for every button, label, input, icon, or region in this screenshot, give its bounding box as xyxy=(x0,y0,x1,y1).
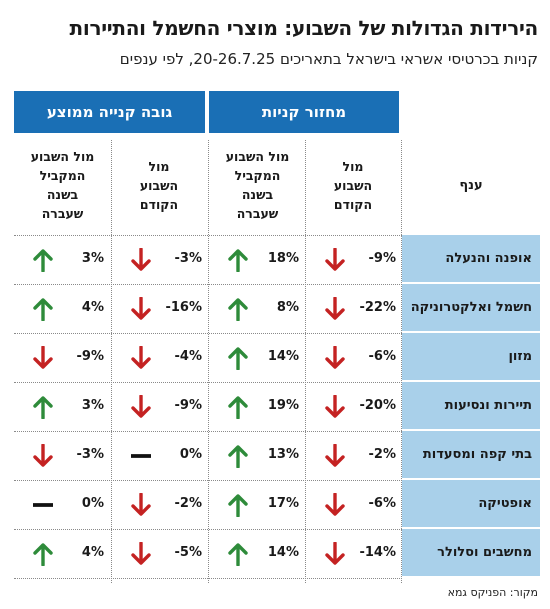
chart-subtitle: קניות בכרטיסי אשראי בישראל בתאריכים 20-2… xyxy=(119,50,538,68)
change-value: -9% xyxy=(174,397,202,413)
no-change-dash-icon xyxy=(130,444,152,468)
change-value: 0% xyxy=(179,446,202,462)
up-arrow-icon xyxy=(227,395,249,420)
change-value: 3% xyxy=(81,397,104,413)
column-divider xyxy=(111,140,112,583)
column-header-branch: ענף xyxy=(459,177,483,193)
up-arrow-icon xyxy=(227,493,249,518)
up-arrow-icon xyxy=(32,395,54,420)
group-header-turnover: מחזור קניות xyxy=(209,91,399,133)
down-arrow-icon xyxy=(130,295,152,321)
up-arrow-icon xyxy=(32,542,54,567)
source-note: מקור: הפניקס גמא xyxy=(447,586,538,599)
row-divider xyxy=(14,431,402,432)
branch-label: מחשבים וסלולר xyxy=(402,529,540,576)
change-value: 14% xyxy=(267,544,299,560)
change-value: 4% xyxy=(81,544,104,560)
change-value: 4% xyxy=(81,299,104,315)
down-arrow-icon xyxy=(130,540,152,566)
change-value: -14% xyxy=(359,544,396,560)
up-arrow-icon xyxy=(32,248,54,273)
column-header-turnover-vs-prev: מול השבוע הקודם xyxy=(333,158,373,212)
change-value: 8% xyxy=(276,299,299,315)
down-arrow-icon xyxy=(130,491,152,517)
down-arrow-icon xyxy=(32,442,54,468)
down-arrow-icon xyxy=(324,295,346,321)
down-arrow-icon xyxy=(130,344,152,370)
change-value: -5% xyxy=(174,544,202,560)
down-arrow-icon xyxy=(324,491,346,517)
down-arrow-icon xyxy=(130,246,152,272)
column-header-turnover-vs-year: מול השבוע המקביל בשנה שעברה xyxy=(225,149,290,221)
down-arrow-icon xyxy=(324,540,346,566)
up-arrow-icon xyxy=(227,297,249,322)
column-divider xyxy=(208,140,209,583)
change-value: 17% xyxy=(267,495,299,511)
change-value: -22% xyxy=(359,299,396,315)
column-header-avg-vs-prev: מול השבוע הקודם xyxy=(139,158,179,212)
change-value: 3% xyxy=(81,250,104,266)
change-value: 18% xyxy=(267,250,299,266)
up-arrow-icon xyxy=(227,444,249,469)
row-divider xyxy=(14,480,402,481)
change-value: -6% xyxy=(368,495,396,511)
row-divider xyxy=(14,284,402,285)
change-value: 14% xyxy=(267,348,299,364)
row-divider xyxy=(14,382,402,383)
change-value: -6% xyxy=(368,348,396,364)
change-value: -20% xyxy=(359,397,396,413)
change-value: -3% xyxy=(174,250,202,266)
change-value: -2% xyxy=(174,495,202,511)
branch-label: אופטיקה xyxy=(402,480,540,527)
row-divider xyxy=(14,529,402,530)
change-value: -9% xyxy=(76,348,104,364)
column-divider xyxy=(401,140,402,583)
up-arrow-icon xyxy=(227,346,249,371)
column-divider xyxy=(305,140,306,583)
change-value: -2% xyxy=(368,446,396,462)
up-arrow-icon xyxy=(32,297,54,322)
change-value: -4% xyxy=(174,348,202,364)
change-value: 19% xyxy=(267,397,299,413)
down-arrow-icon xyxy=(130,393,152,419)
chart-title: הירידות הגדולות של השבוע: מוצרי החשמל וה… xyxy=(69,16,539,40)
down-arrow-icon xyxy=(324,393,346,419)
down-arrow-icon xyxy=(324,344,346,370)
row-divider xyxy=(14,235,402,236)
row-divider xyxy=(14,578,402,579)
branch-label: תיירות ונסיעות xyxy=(402,382,540,429)
down-arrow-icon xyxy=(32,344,54,370)
change-value: -9% xyxy=(368,250,396,266)
change-value: -16% xyxy=(165,299,202,315)
change-value: 0% xyxy=(81,495,104,511)
column-header-avg-vs-year: מול השבוע המקביל בשנה שעברה xyxy=(30,149,95,221)
down-arrow-icon xyxy=(324,442,346,468)
no-change-dash-icon xyxy=(32,493,54,517)
down-arrow-icon xyxy=(324,246,346,272)
change-value: -3% xyxy=(76,446,104,462)
group-header-avg-purchase: גובה קנייה ממוצע xyxy=(14,91,205,133)
up-arrow-icon xyxy=(227,248,249,273)
up-arrow-icon xyxy=(227,542,249,567)
branch-label: חשמל ואלקטרוניקה xyxy=(402,284,540,331)
branch-label: בתי קפה ומסעדות xyxy=(402,431,540,478)
change-value: 13% xyxy=(267,446,299,462)
branch-label: אופנה והנעלה xyxy=(402,235,540,282)
branch-label: מזון xyxy=(402,333,540,380)
row-divider xyxy=(14,333,402,334)
